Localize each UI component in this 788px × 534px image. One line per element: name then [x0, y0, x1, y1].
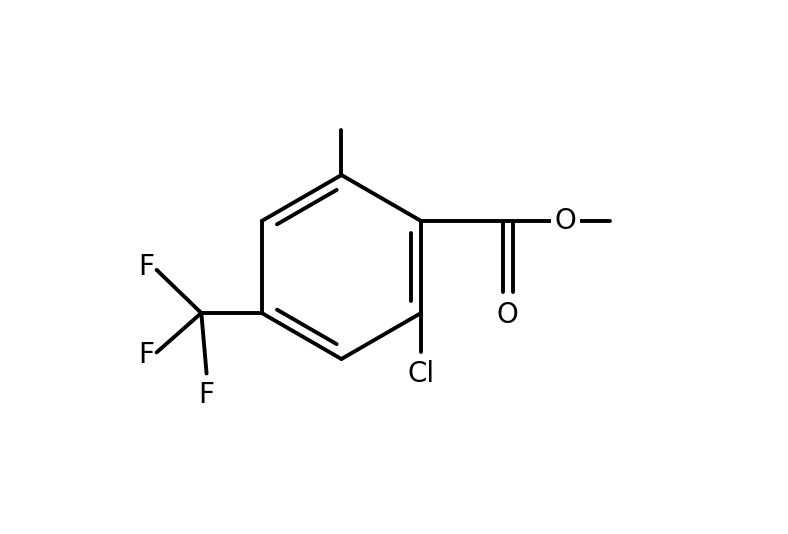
Text: Cl: Cl: [407, 360, 435, 388]
Text: F: F: [199, 381, 214, 410]
Text: O: O: [497, 301, 519, 329]
Text: F: F: [138, 253, 154, 281]
Text: F: F: [138, 341, 154, 369]
Text: O: O: [555, 207, 577, 235]
